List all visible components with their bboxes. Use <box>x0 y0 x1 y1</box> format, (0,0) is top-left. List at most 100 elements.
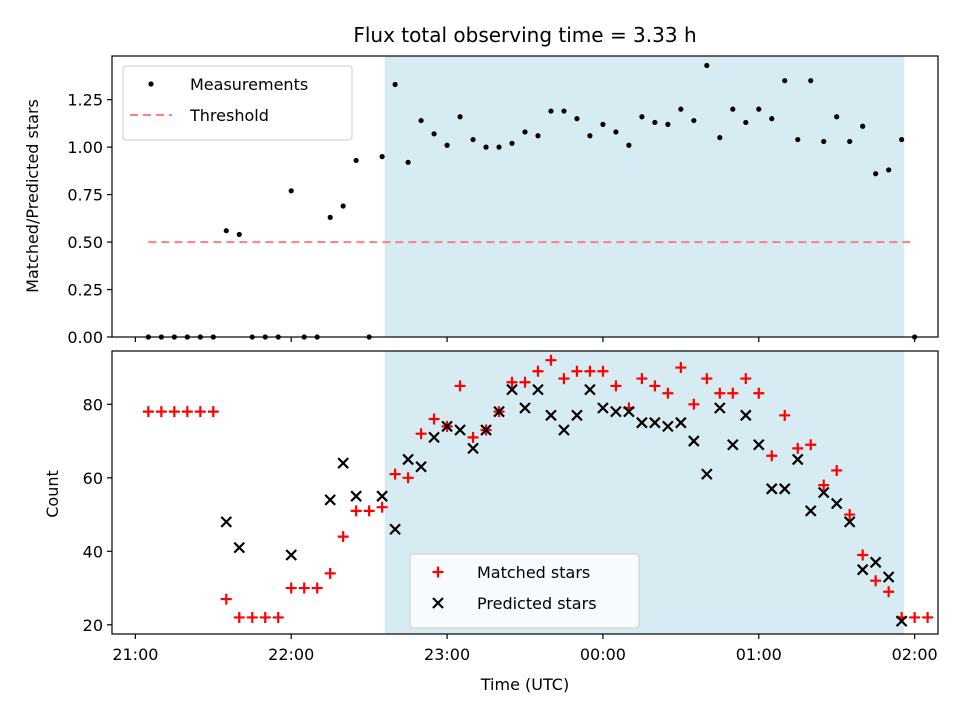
matched-star-point <box>363 505 375 517</box>
matched-star-point <box>792 442 804 454</box>
measurement-point <box>418 117 424 124</box>
matched-star-point <box>168 406 180 418</box>
y-tick-label: 0.00 <box>67 328 103 347</box>
measurement-point <box>717 135 723 141</box>
matched-star-point <box>805 439 817 451</box>
predicted-star-point <box>817 486 830 499</box>
matched-star-point <box>740 373 752 385</box>
y-tick-label: 60 <box>83 469 103 488</box>
predicted-star-point <box>610 405 622 418</box>
measurement-point <box>860 123 866 129</box>
matched-star-point <box>571 365 583 377</box>
predicted-star-point <box>506 383 518 396</box>
matched-star-point <box>324 567 336 579</box>
measurement-point <box>821 138 827 145</box>
matched-star-point <box>558 373 570 385</box>
legend-marker-dot <box>148 81 154 87</box>
matched-star-point <box>272 611 284 623</box>
matched-star-point <box>649 380 661 392</box>
predicted-star-point <box>765 483 778 495</box>
x-tick-label: 23:00 <box>424 645 470 664</box>
measurement-point <box>288 188 294 194</box>
y-tick-label: 80 <box>83 395 103 414</box>
predicted-star-point <box>804 505 817 517</box>
measurement-point <box>730 106 736 112</box>
predicted-star-point <box>662 420 674 433</box>
predicted-star-point <box>376 490 388 502</box>
matched-star-point <box>766 450 778 462</box>
measurement-point <box>834 114 840 120</box>
matched-star-point <box>818 479 830 491</box>
measurement-point <box>600 121 606 127</box>
matched-star-point <box>428 413 440 425</box>
axes-frame <box>111 350 939 635</box>
measurement-point <box>340 203 346 209</box>
measurement-point <box>678 106 684 112</box>
measurement-point <box>769 116 775 122</box>
matched-star-point <box>454 380 466 392</box>
legend: Measurements Threshold <box>122 65 353 141</box>
predicted-star-point <box>285 549 298 561</box>
predicted-star-point <box>882 571 895 583</box>
matched-star-point <box>389 468 401 480</box>
measurement-point <box>522 129 528 135</box>
measurement-point <box>639 114 645 120</box>
axes-frame <box>111 55 939 338</box>
measurement-point <box>587 133 593 139</box>
matched-star-point <box>181 406 193 418</box>
matched-star-point <box>688 398 700 410</box>
matched-star-point <box>844 509 856 521</box>
measurement-point <box>561 108 567 114</box>
predicted-star-point <box>233 541 246 554</box>
legend-label: Matched stars <box>477 563 590 582</box>
legend-label: Measurements <box>190 75 308 94</box>
measurement-point <box>613 129 619 135</box>
y-tick-label: 1.00 <box>67 138 103 157</box>
predicted-star-point <box>454 424 466 436</box>
measurement-point <box>379 154 385 160</box>
matched-star-point <box>285 582 297 594</box>
matched-star-point <box>727 387 739 399</box>
matched-star-point <box>519 376 531 388</box>
predicted-star-point <box>324 494 336 506</box>
measurement-point <box>574 116 580 122</box>
measurement-point <box>509 140 515 146</box>
measurement-point <box>704 62 710 69</box>
bottom-plot-panel: 21:00 22:00 23:00 00:00 01:00 02:00 20 40 60 80 Ma… <box>83 350 939 664</box>
measurement-point <box>795 136 801 143</box>
legend-label: Threshold <box>189 106 269 125</box>
matched-star-point <box>909 611 921 623</box>
predicted-star-point <box>220 516 233 528</box>
predicted-star-point <box>688 435 700 447</box>
legend-box <box>122 65 353 141</box>
matched-star-point <box>298 582 310 594</box>
x-tick-label: 22:00 <box>268 645 314 664</box>
measurement-point <box>496 144 502 150</box>
matched-star-point <box>311 582 323 594</box>
y-tick-label: 40 <box>83 542 103 561</box>
predicted-star-point <box>402 453 414 466</box>
predicted-star-point <box>467 442 479 455</box>
measurement-point <box>236 231 242 238</box>
legend-label: Predicted stars <box>477 594 597 613</box>
predicted-star-point <box>584 383 596 396</box>
series-predicted-stars <box>220 383 908 627</box>
predicted-star-point <box>856 563 869 576</box>
matched-star-point <box>194 406 206 418</box>
x-tick-label: 01:00 <box>736 645 782 664</box>
predicted-star-point <box>441 420 453 433</box>
matched-star-point <box>506 376 518 388</box>
matched-star-point <box>350 505 362 517</box>
measurement-point <box>535 133 541 139</box>
matched-star-point <box>259 611 271 623</box>
predicted-star-point <box>545 409 557 422</box>
predicted-star-point <box>778 483 791 495</box>
x-tick-label: 02:00 <box>892 645 938 664</box>
matched-star-point <box>701 373 713 385</box>
predicted-star-point <box>714 402 726 414</box>
x-tick-label: 21:00 <box>112 645 158 664</box>
matched-star-point <box>883 586 895 598</box>
measurement-point <box>470 136 476 143</box>
measurement-point <box>444 142 450 148</box>
y-tick-label: 0.25 <box>67 281 103 300</box>
